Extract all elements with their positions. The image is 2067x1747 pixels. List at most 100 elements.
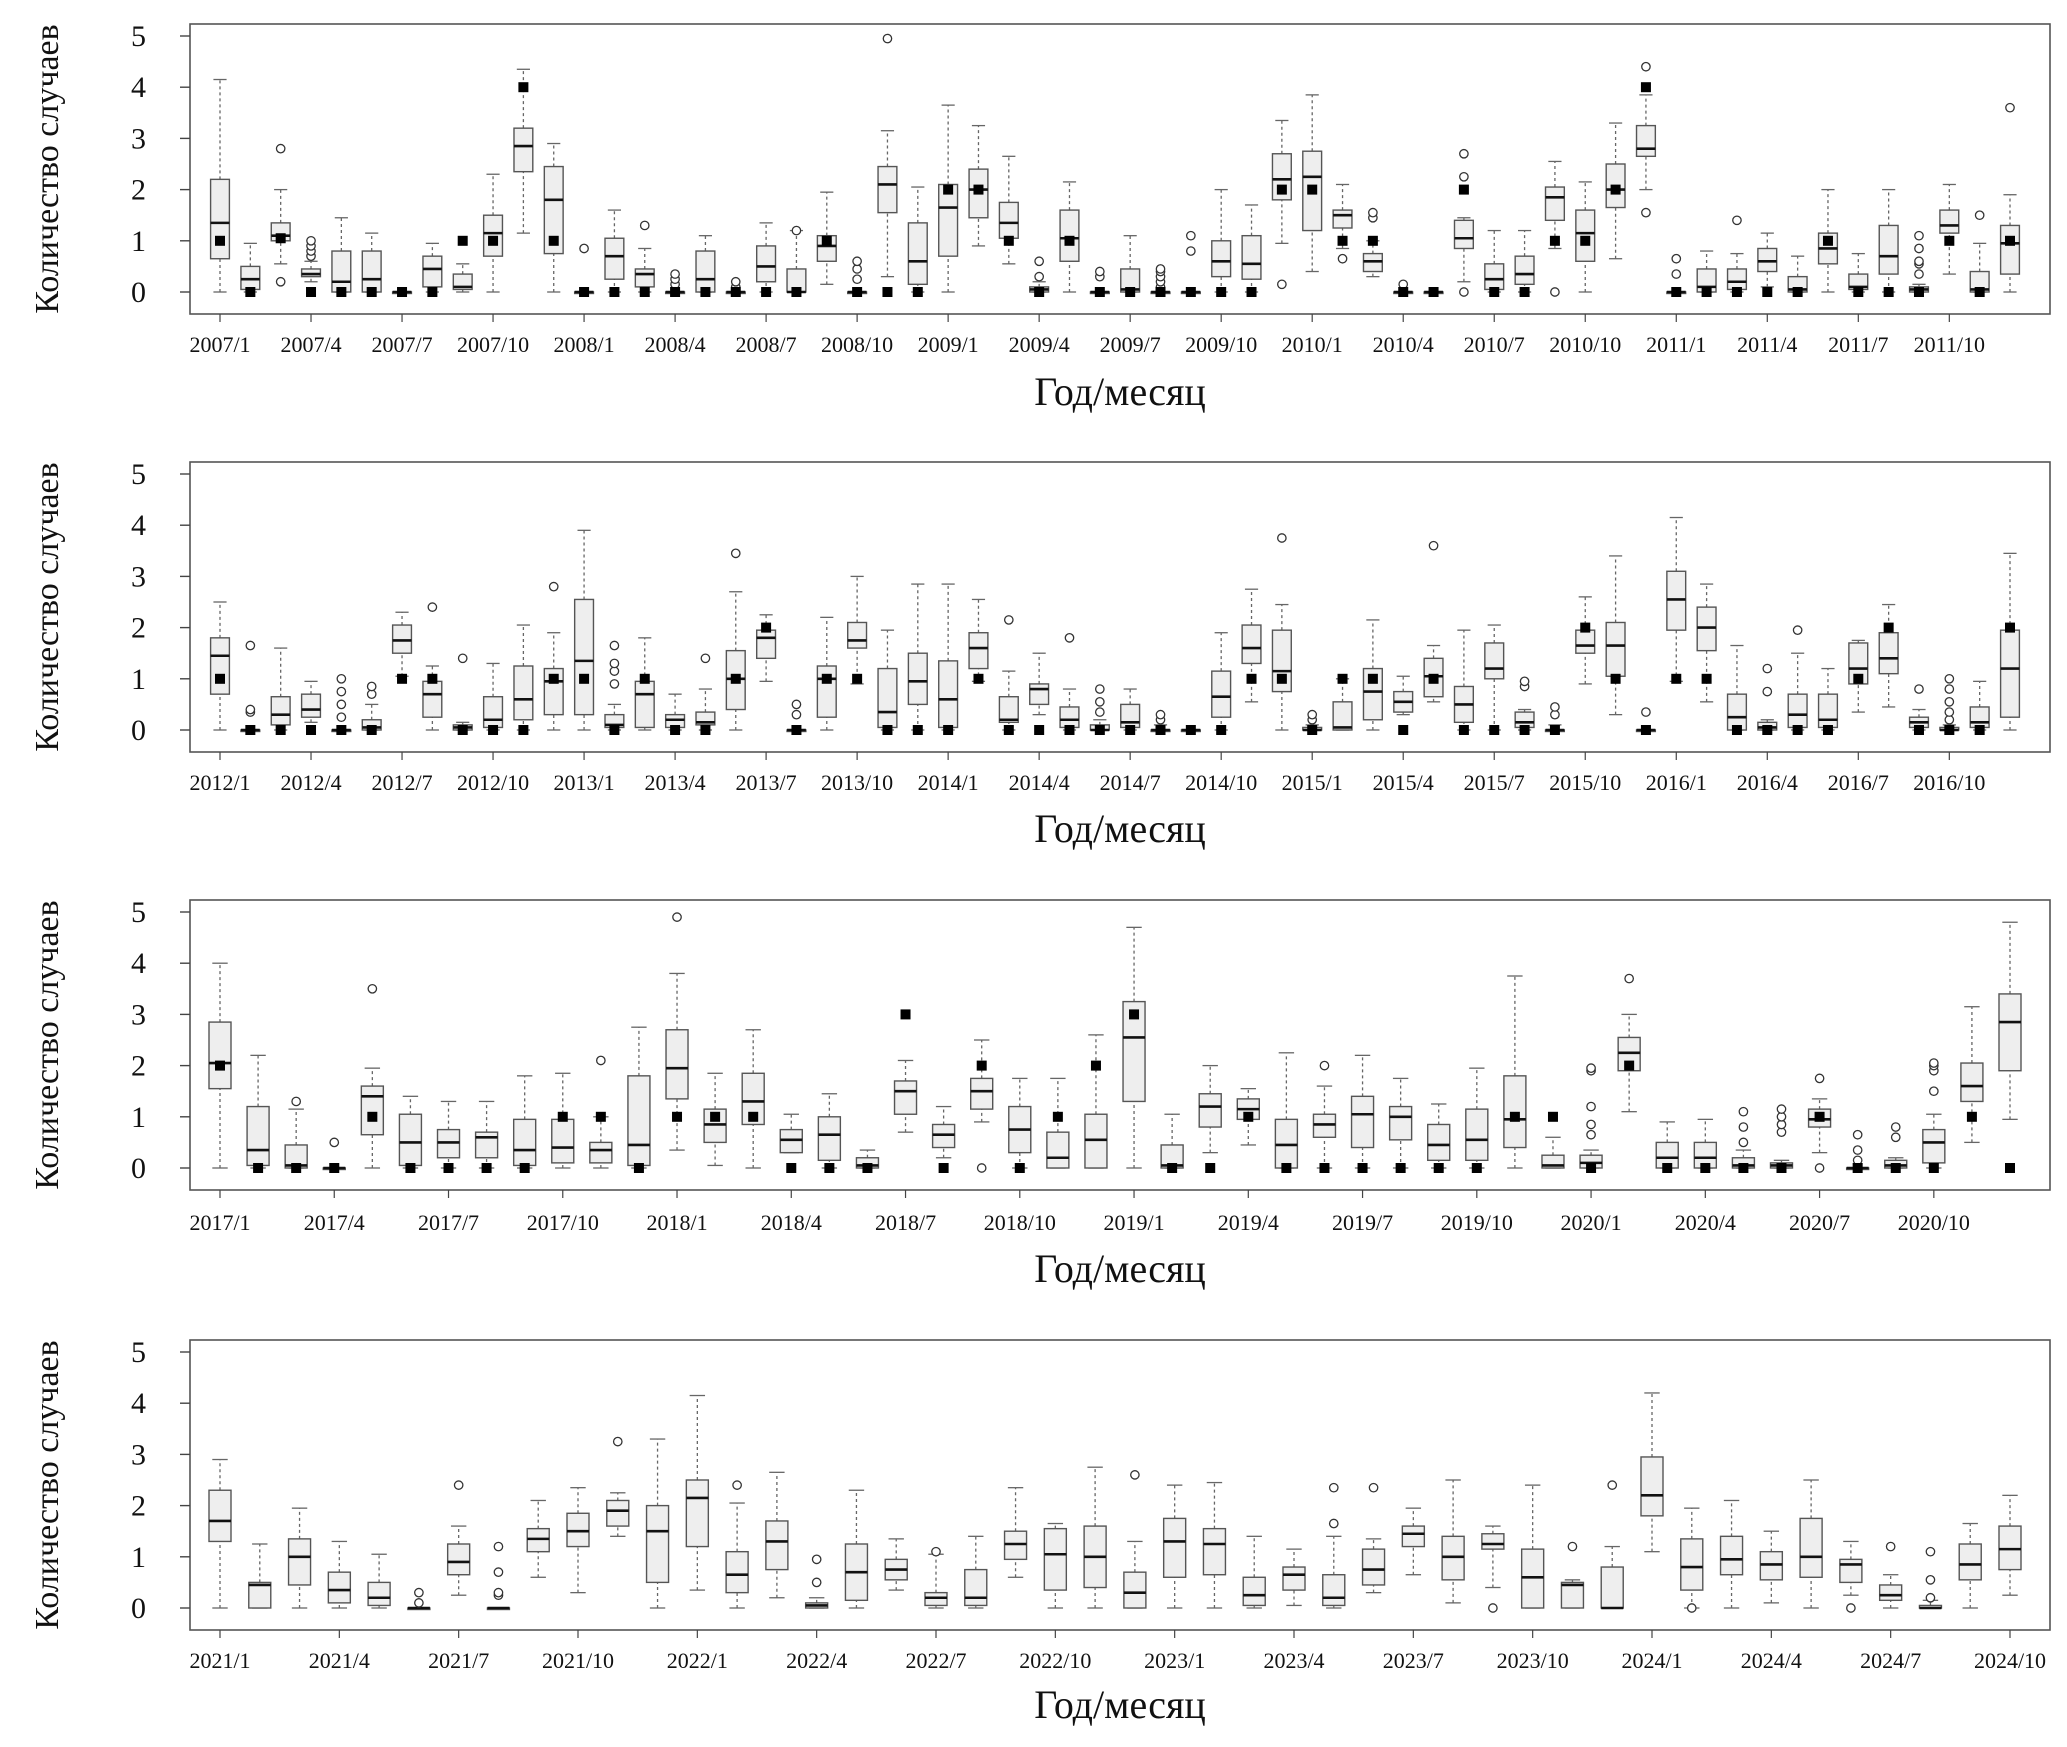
box	[755, 614, 777, 683]
box-body	[1282, 1566, 1306, 1591]
observed-marker	[1357, 1163, 1368, 1173]
box-body	[1998, 993, 2022, 1072]
observed-marker	[609, 287, 620, 297]
x-tick-label: 2019/7	[1332, 1210, 1393, 1235]
box	[964, 1535, 988, 1609]
outlier-point	[291, 1096, 302, 1107]
observed-marker	[1701, 287, 1712, 297]
outlier-point	[1607, 1480, 1618, 1490]
box	[877, 33, 898, 297]
box	[1726, 215, 1748, 297]
box	[1848, 252, 1869, 297]
box	[1202, 1481, 1227, 1609]
observed-marker	[900, 1009, 911, 1020]
outlier-point	[791, 225, 802, 236]
box-body	[765, 1520, 789, 1571]
box	[627, 1026, 651, 1173]
outlier-point	[1003, 615, 1014, 625]
box-body	[877, 667, 898, 729]
outlier-point	[852, 274, 862, 285]
x-tick-label: 2020/1	[1561, 1210, 1622, 1235]
observed-marker	[1610, 184, 1621, 195]
box	[1541, 1111, 1565, 1169]
box-body	[938, 183, 959, 257]
box-body	[755, 245, 777, 283]
x-tick-label: 2024/1	[1621, 1648, 1682, 1673]
outlier-point	[1130, 1470, 1140, 1480]
box-body	[208, 1021, 232, 1090]
box-body	[1043, 1527, 1068, 1591]
observed-marker	[329, 1163, 340, 1173]
outlier-point	[1567, 1541, 1578, 1552]
box-body	[685, 1479, 710, 1548]
x-tick-label: 2015/7	[1464, 770, 1525, 795]
outlier-point	[453, 1480, 464, 1490]
x-tick-label: 2008/7	[736, 332, 797, 357]
x-tick-label: 2023/4	[1263, 1648, 1324, 1673]
observed-marker	[1853, 287, 1864, 297]
box-body	[1332, 209, 1353, 229]
observed-marker	[1167, 1163, 1178, 1173]
box-body	[938, 660, 959, 729]
y-tick-label: 1	[131, 225, 146, 258]
box	[1362, 207, 1383, 278]
outlier-point	[672, 912, 682, 922]
box	[1560, 1541, 1585, 1609]
box	[1274, 1052, 1299, 1173]
box	[209, 601, 231, 731]
box	[1640, 1392, 1664, 1553]
box	[407, 1587, 431, 1611]
box	[604, 209, 625, 297]
outlier-point	[1185, 246, 1196, 256]
box	[208, 962, 232, 1169]
x-tick-label: 2016/10	[1913, 770, 1985, 795]
outlier-point	[1185, 230, 1196, 241]
box	[1484, 229, 1505, 297]
x-tick-label: 2012/1	[189, 770, 250, 795]
box-body	[1029, 683, 1050, 706]
observed-marker	[639, 287, 650, 297]
observed-marker	[1671, 287, 1682, 297]
box	[284, 1096, 308, 1173]
outlier-point	[1337, 253, 1348, 264]
box-body	[968, 632, 989, 670]
y-tick-label: 0	[131, 714, 146, 747]
x-tick-label: 2024/7	[1860, 1648, 1921, 1673]
box	[741, 1029, 765, 1169]
box	[665, 912, 689, 1151]
outlier-point	[1738, 1122, 1749, 1132]
box-body	[482, 214, 504, 257]
box-body	[422, 255, 443, 288]
box	[604, 640, 625, 735]
x-axis-label: Год/месяц	[1034, 1246, 1206, 1291]
observed-marker	[397, 673, 408, 684]
outlier-point	[275, 143, 286, 154]
box	[486, 1541, 511, 1611]
box	[573, 243, 595, 297]
box	[968, 124, 989, 247]
box	[1029, 652, 1050, 735]
observed-marker	[557, 1111, 568, 1122]
observed-marker	[1276, 673, 1287, 684]
observed-marker	[215, 235, 225, 246]
observed-marker	[1398, 287, 1409, 297]
box	[246, 1054, 270, 1173]
box	[1726, 644, 1748, 735]
observed-marker	[1913, 725, 1924, 735]
observed-marker	[1307, 725, 1318, 735]
box-body	[998, 696, 1019, 724]
observed-marker	[275, 233, 286, 244]
box	[1361, 1482, 1386, 1594]
outlier-point	[730, 548, 741, 559]
box-body	[513, 665, 534, 721]
outlier-point	[1624, 973, 1634, 984]
box-body	[446, 1543, 471, 1576]
outlier-point	[609, 658, 620, 669]
box	[1043, 1522, 1068, 1609]
outlier-point	[1732, 215, 1742, 226]
observed-marker	[1966, 1111, 1977, 1122]
box	[300, 235, 322, 297]
box-body	[1211, 240, 1232, 278]
y-tick-label: 2	[131, 1490, 146, 1523]
